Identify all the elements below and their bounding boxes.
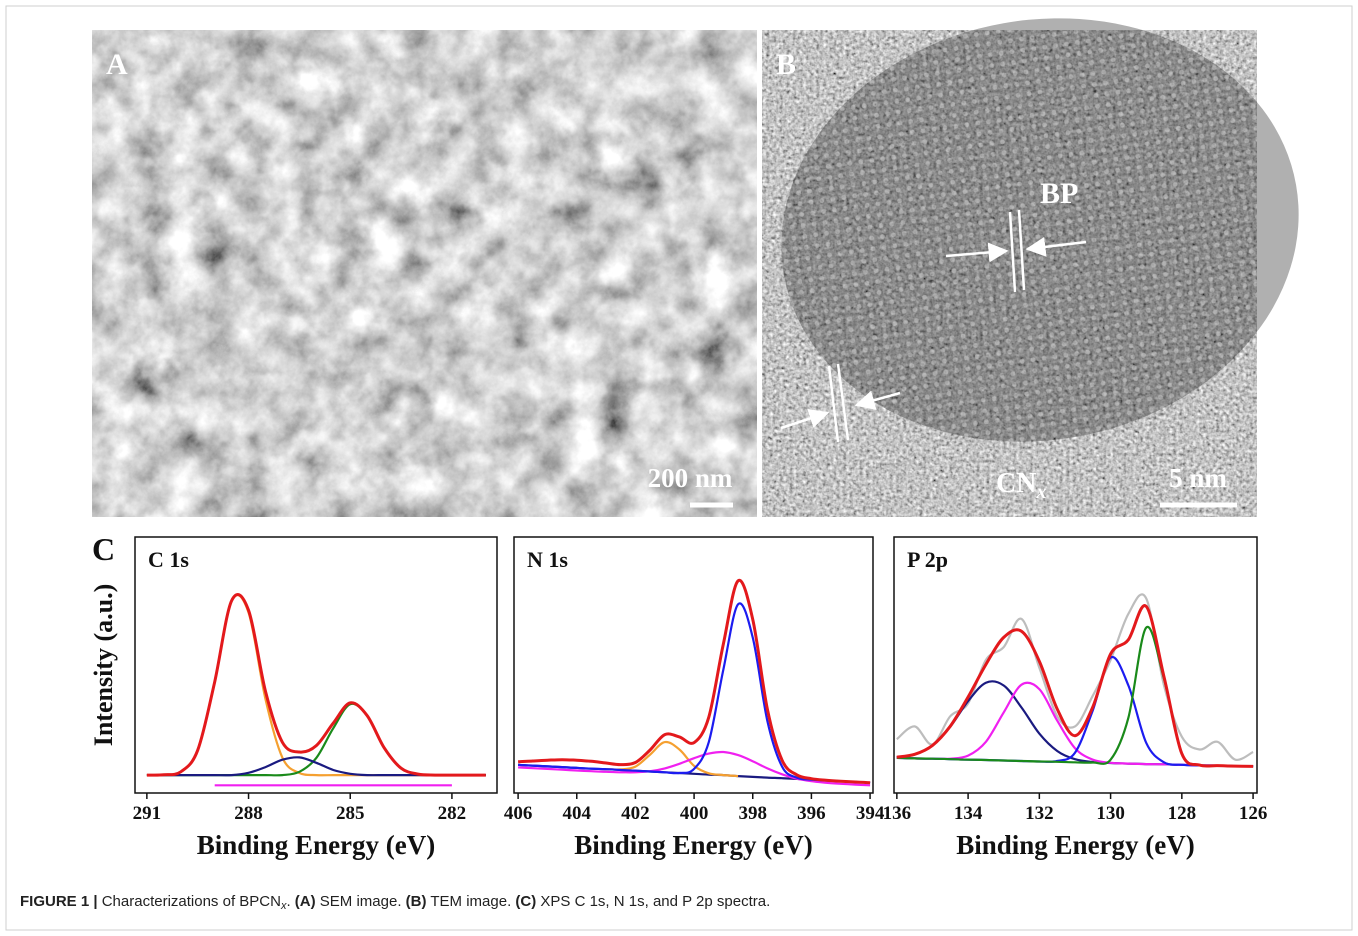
- spectrum-line: [147, 594, 486, 775]
- spectrum-line: [147, 704, 486, 776]
- series-group: [897, 594, 1253, 766]
- panel-label: A: [106, 48, 128, 81]
- annotation: BP: [1040, 177, 1078, 210]
- x-axis-label: Binding Energy (eV): [956, 830, 1195, 860]
- x-tick-label: 398: [738, 803, 767, 824]
- plot-frame: [135, 537, 497, 793]
- scale-bar-label: 5 nm: [1169, 463, 1227, 493]
- spectrum-line: [897, 606, 1253, 767]
- x-tick-label: 400: [680, 803, 709, 824]
- caption-text: (B): [406, 893, 427, 910]
- caption-text: (C): [515, 893, 536, 910]
- caption-label: FIGURE 1 |: [20, 893, 98, 910]
- panel-title: P 2p: [907, 547, 948, 572]
- x-tick-label: 404: [563, 803, 592, 824]
- x-tick-label: 282: [438, 803, 467, 824]
- caption-text: Characterizations of BPCN: [98, 893, 281, 910]
- x-axis-label: Binding Energy (eV): [574, 830, 813, 860]
- panel-title: N 1s: [527, 547, 568, 572]
- figure: A 200 nm B BP CNx 5 nm C Intensity (a.u.…: [0, 0, 1358, 936]
- y-axis-label: Intensity (a.u.): [89, 584, 118, 747]
- x-axis-label: Binding Energy (eV): [197, 830, 436, 860]
- annotation-text: CN: [996, 468, 1036, 499]
- caption-text: TEM image.: [426, 893, 515, 910]
- plot-frame: [514, 537, 873, 793]
- x-tick-label: 288: [234, 803, 263, 824]
- spectrum-line: [147, 757, 486, 775]
- plot-frame: [894, 537, 1257, 793]
- x-tick-label: 291: [133, 803, 162, 824]
- caption-text: .: [286, 893, 294, 910]
- x-tick-label: 136: [883, 803, 912, 824]
- page: {"panel_a": {"label": "A", "scale_bar": …: [0, 0, 1358, 936]
- caption-text: XPS C 1s, N 1s, and P 2p spectra.: [536, 893, 770, 910]
- annotation-sub: x: [1035, 481, 1046, 503]
- caption-text: (A): [295, 893, 316, 910]
- spectrum-line: [897, 627, 1253, 767]
- caption-text: SEM image.: [316, 893, 406, 910]
- scale-bar-label: 200 nm: [648, 463, 733, 493]
- spectrum-line: [518, 603, 870, 782]
- panel-title: C 1s: [148, 547, 189, 572]
- x-tick-label: 396: [797, 803, 826, 824]
- chart: N 1s 406 404 402 400 398 396 394 Binding Energy …: [504, 537, 885, 860]
- x-tick-label: 128: [1168, 803, 1197, 824]
- caption: FIGURE 1 | Characterizations of BPCNx. (…: [20, 893, 770, 912]
- x-tick-label: 132: [1025, 803, 1054, 824]
- chart: P 2p 136 134 132 130 128 126 Binding Energy (eV…: [883, 537, 1268, 860]
- panel-label: B: [776, 48, 796, 81]
- panel-label: C: [92, 531, 115, 567]
- x-tick-label: 285: [336, 803, 365, 824]
- x-tick-label: 134: [954, 803, 983, 824]
- x-tick-label: 402: [621, 803, 650, 824]
- x-tick-label: 126: [1239, 803, 1268, 824]
- sem-image: [92, 30, 757, 517]
- spectrum-line: [518, 580, 870, 783]
- x-tick-label: 406: [504, 803, 533, 824]
- x-tick-label: 394: [856, 803, 885, 824]
- x-tick-label: 130: [1096, 803, 1125, 824]
- series-group: [518, 580, 870, 785]
- series-group: [147, 594, 486, 785]
